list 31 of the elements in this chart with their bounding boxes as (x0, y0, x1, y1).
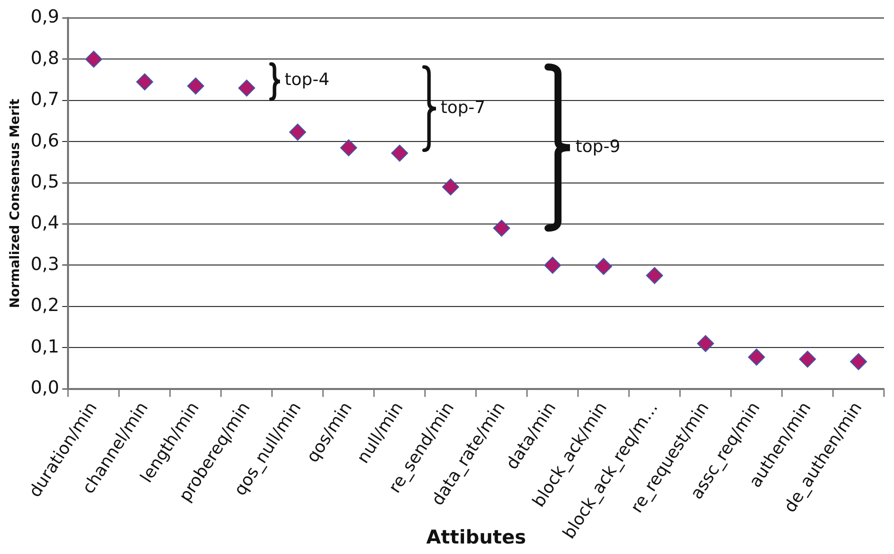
y-tick-label: 0,9 (30, 6, 60, 28)
y-tick-label: 0,1 (30, 336, 60, 358)
point (748, 348, 766, 366)
annotation: top-9 (575, 136, 620, 157)
point (85, 50, 102, 68)
y-tick-label: 0,4 (30, 212, 60, 234)
point (289, 124, 306, 141)
y-tick-label: 0,0 (30, 378, 60, 399)
point (850, 353, 868, 370)
point (544, 256, 562, 274)
point (595, 258, 612, 275)
y-tick-label: 0,6 (30, 130, 60, 152)
y-tick-label: 0,5 (30, 171, 60, 192)
point (646, 267, 664, 284)
annotation: top-7 (440, 98, 486, 118)
point (391, 144, 408, 162)
point (187, 77, 204, 94)
point (136, 73, 154, 90)
y-tick-label: 0,7 (30, 89, 60, 110)
point (340, 139, 358, 156)
x-axis-title: Attibutes (426, 526, 526, 549)
point (697, 335, 714, 352)
point (493, 220, 510, 237)
y-tick-label: 0,3 (30, 254, 60, 275)
y-axis-title: Normalized Consensus Merit (8, 98, 24, 308)
point (238, 80, 256, 97)
point (442, 178, 460, 196)
y-tick-label: 0,8 (30, 48, 60, 69)
annotation: top-4 (284, 70, 330, 90)
y-tick-label: 0,2 (30, 295, 60, 316)
point (799, 350, 816, 368)
